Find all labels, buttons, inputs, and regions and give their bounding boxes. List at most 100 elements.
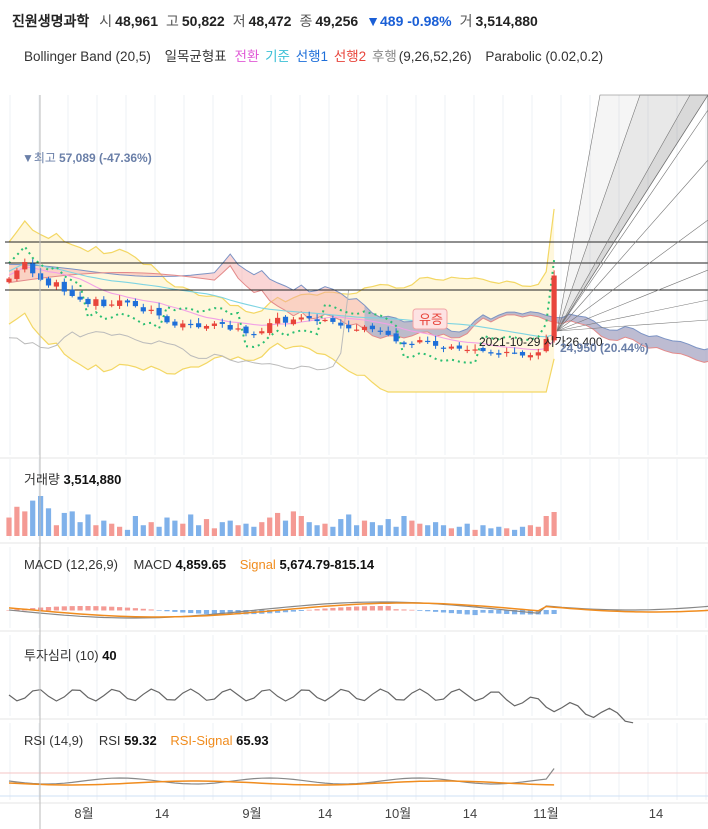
- macd-histogram: [425, 610, 431, 612]
- candle: [551, 275, 557, 341]
- ichimoku-lead2: [8, 264, 708, 363]
- macd-signal-name: Signal: [239, 557, 276, 572]
- bollinger-lower: [8, 312, 555, 393]
- ichimoku-lagging: 후행: [371, 49, 397, 64]
- ichimoku-conversion: 전환: [234, 49, 260, 64]
- candle: [164, 316, 170, 323]
- candle: [314, 319, 320, 322]
- macd-histogram: [401, 609, 407, 611]
- candle: [156, 307, 162, 316]
- volume-bar: [417, 523, 423, 536]
- candle: [85, 298, 91, 305]
- volume-panel-title: 거래량: [24, 472, 60, 487]
- volume-bar: [227, 520, 233, 536]
- macd-histogram: [124, 607, 131, 611]
- macd-histogram: [172, 610, 178, 612]
- volume-bar: [235, 525, 241, 536]
- volume-bar: [488, 528, 494, 536]
- candle: [196, 323, 202, 328]
- ichimoku-legend[interactable]: 일목균형표: [164, 49, 227, 64]
- macd-histogram: [14, 609, 20, 611]
- macd-histogram: [322, 608, 328, 611]
- macd-histogram: [369, 606, 375, 611]
- volume-bar: [377, 525, 383, 536]
- rsi-panel-label: RSI (14,9) RSI 59.32 RSI-Signal 65.93: [24, 733, 269, 748]
- volume-bar: [527, 525, 533, 536]
- candle: [172, 321, 178, 326]
- macd-histogram: [361, 606, 368, 611]
- ichimoku-lead2: 선행2: [333, 49, 367, 64]
- macd-histogram: [77, 606, 83, 611]
- candle: [417, 340, 423, 343]
- change-value: ▼489 -0.98%: [366, 13, 452, 29]
- macd-histogram: [275, 610, 281, 613]
- volume-bar: [93, 525, 99, 536]
- x-axis-tick: 9월: [242, 806, 261, 821]
- high-marker: ▼최고: [22, 151, 56, 165]
- volume-bar: [45, 508, 52, 536]
- rsi-name: RSI: [98, 733, 121, 748]
- candle: [527, 355, 533, 358]
- candle: [338, 322, 344, 326]
- candle: [267, 323, 273, 334]
- candle: [346, 324, 352, 329]
- candle: [385, 330, 391, 335]
- volume-bar: [330, 526, 336, 536]
- close-value: 49,256: [315, 13, 359, 29]
- macd-histogram: [393, 609, 399, 611]
- macd-histogram: [472, 610, 478, 616]
- candle: [306, 315, 312, 319]
- macd-histogram: [314, 609, 320, 611]
- macd-histogram: [377, 606, 383, 611]
- x-axis-tick: 14: [649, 806, 663, 821]
- high-annotation: 57,089 (-47.36%): [59, 151, 152, 165]
- volume-bar: [338, 519, 344, 536]
- volume-bar: [298, 516, 304, 536]
- bollinger-legend[interactable]: Bollinger Band (20,5): [24, 49, 151, 64]
- volume-bar: [148, 522, 154, 536]
- volume-bar: [172, 520, 178, 536]
- candle: [488, 352, 494, 354]
- candle: [480, 347, 486, 352]
- volume-bar: [409, 520, 415, 536]
- macd-histogram: [512, 610, 518, 615]
- volume-bar: [196, 525, 202, 536]
- volume-bar: [282, 520, 289, 536]
- ichimoku-base: 기준: [265, 49, 290, 64]
- macd-histogram: [85, 606, 91, 611]
- x-axis-tick: 14: [155, 806, 169, 821]
- candle: [535, 352, 541, 356]
- candle: [180, 323, 186, 328]
- open-label: 시: [99, 13, 113, 29]
- candle: [401, 342, 407, 345]
- volume-bar: [464, 523, 470, 536]
- volume-bar: [456, 526, 462, 536]
- volume-bar: [69, 511, 75, 536]
- macd-histogram: [433, 610, 439, 612]
- macd-histogram: [180, 610, 186, 613]
- macd-histogram: [338, 607, 344, 611]
- candle: [227, 325, 233, 330]
- event-tag[interactable]: 유증: [419, 312, 443, 327]
- close-label: 종: [299, 13, 313, 29]
- volume-bar: [219, 522, 225, 536]
- parabolic-legend[interactable]: Parabolic (0.02,0.2): [485, 49, 604, 64]
- candle: [30, 263, 36, 274]
- macd-histogram: [69, 606, 75, 611]
- x-axis-tick: 14: [463, 806, 477, 821]
- open-value: 48,961: [115, 13, 158, 29]
- indicator-legend: Bollinger Band (20,5) 일목균형표 전환 기준 선행1 선행…: [24, 45, 605, 65]
- macd-histogram: [330, 607, 336, 611]
- candle: [543, 338, 549, 352]
- macd-histogram: [282, 610, 289, 613]
- event-tag-box[interactable]: [412, 308, 448, 330]
- macd-histogram: [101, 606, 107, 611]
- volume-bar: [180, 523, 186, 536]
- sentiment-line: [8, 688, 634, 724]
- volume-bar: [188, 514, 194, 536]
- candle: [425, 340, 431, 343]
- rsi-signal-line: [8, 780, 555, 786]
- projection-fan: [557, 95, 708, 332]
- candle: [38, 273, 44, 280]
